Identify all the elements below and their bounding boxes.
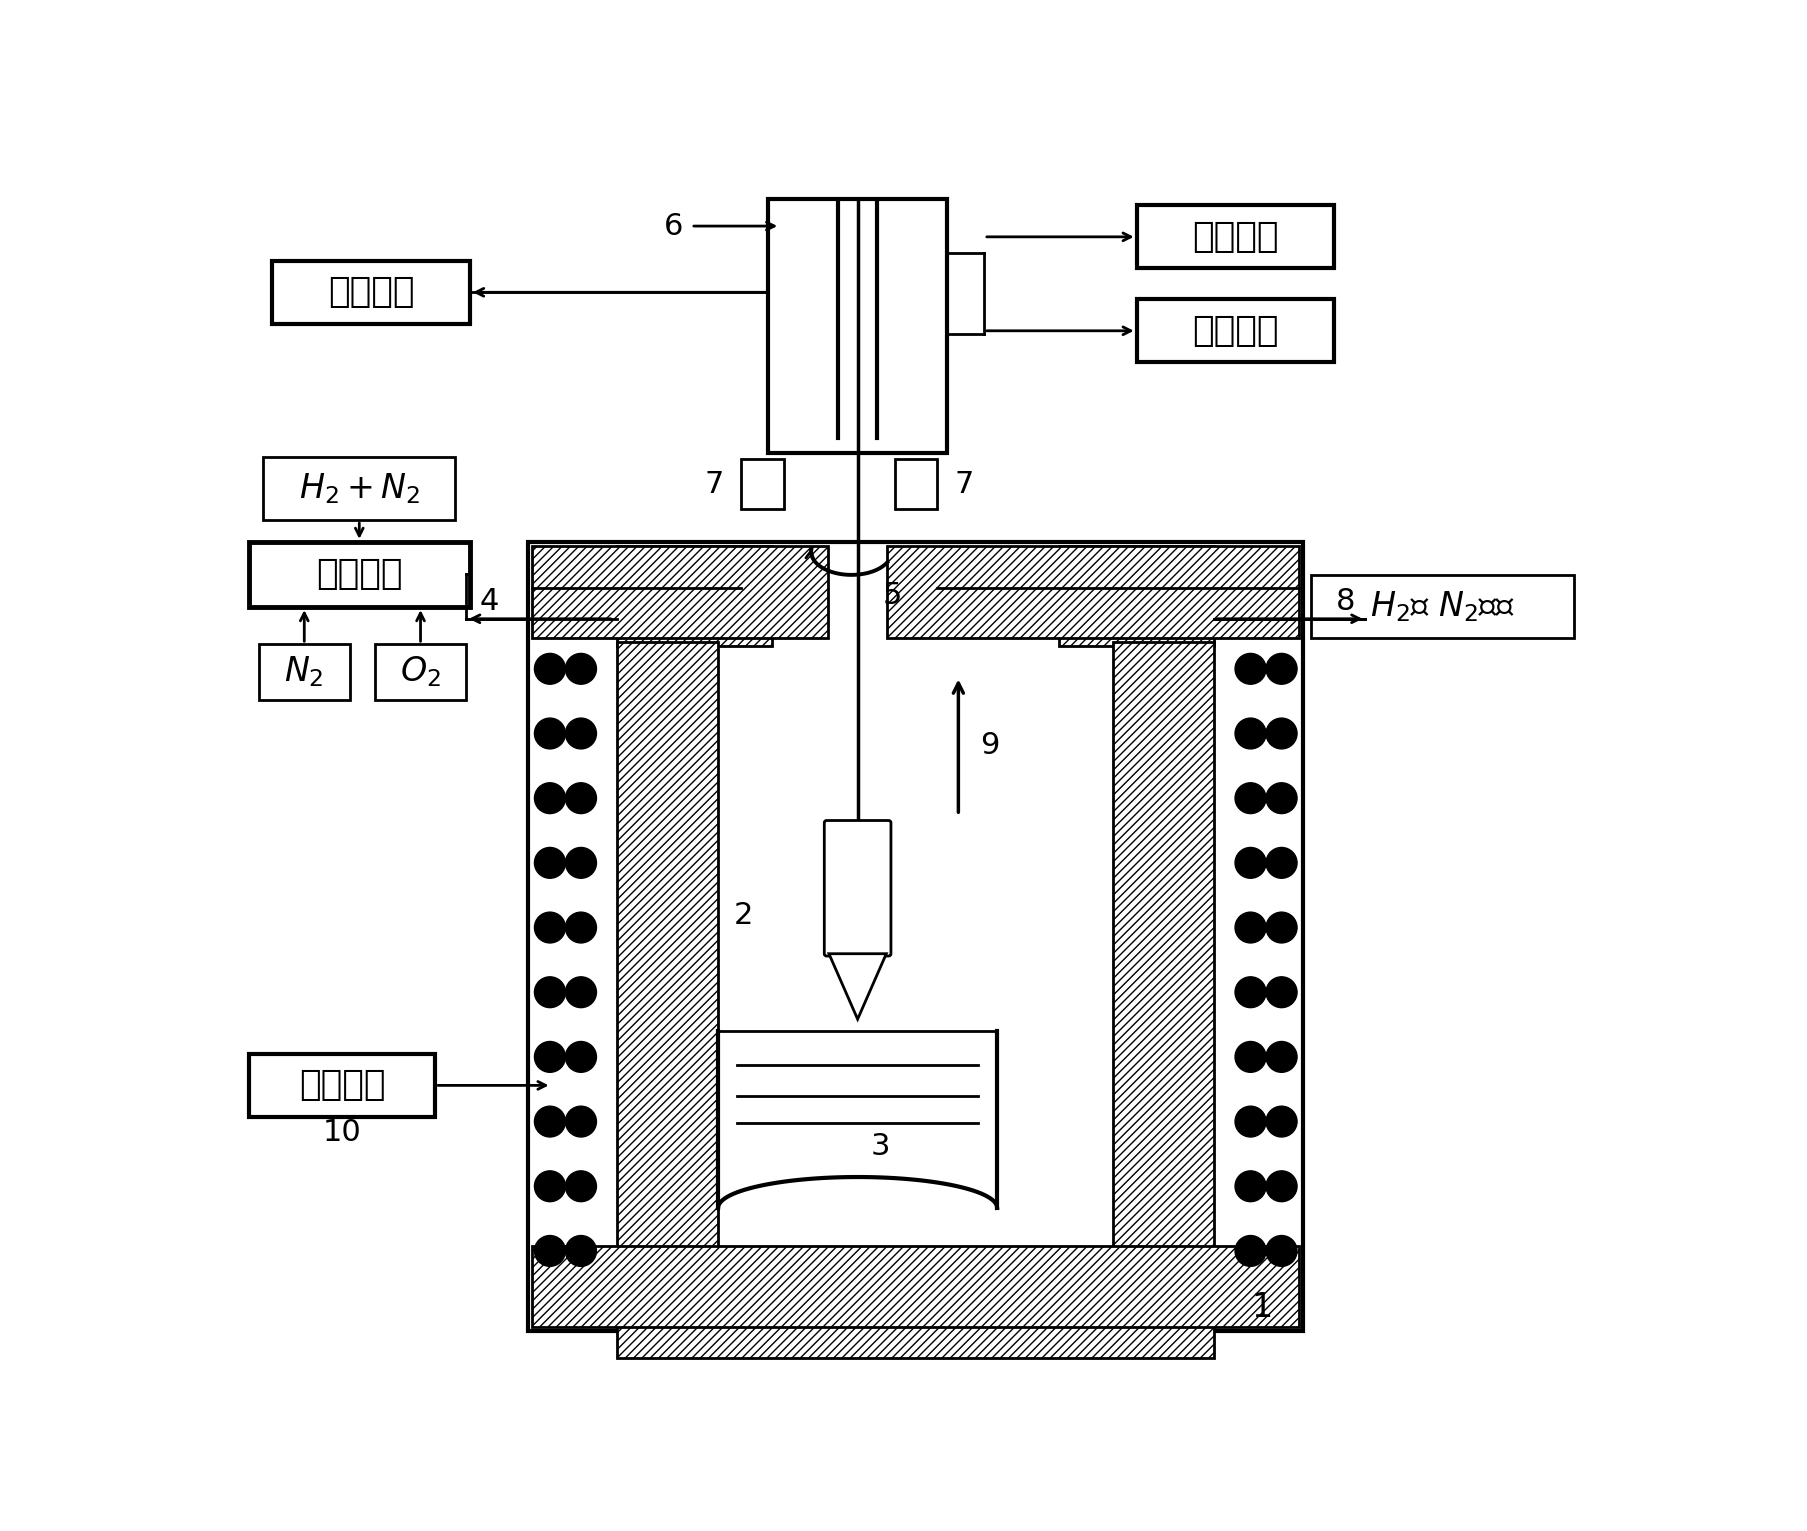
Text: $N_2$: $N_2$ [284, 655, 323, 689]
Circle shape [566, 654, 596, 684]
Bar [894, 459, 938, 510]
Bar [1113, 641, 1214, 1297]
Circle shape [566, 1041, 596, 1072]
Text: $H_2$和 $N_2$收集: $H_2$和 $N_2$收集 [1370, 589, 1514, 623]
Circle shape [535, 1236, 566, 1266]
Bar [1137, 299, 1334, 363]
Circle shape [535, 912, 566, 943]
Text: 5: 5 [882, 582, 902, 611]
Circle shape [1265, 1107, 1296, 1138]
Text: 拉速控制: 拉速控制 [1191, 220, 1278, 254]
Text: $O_2$: $O_2$ [399, 655, 441, 689]
FancyBboxPatch shape [824, 821, 891, 955]
Circle shape [1265, 654, 1296, 684]
Bar [273, 260, 470, 325]
Polygon shape [828, 954, 885, 1020]
Circle shape [1234, 912, 1265, 943]
Circle shape [535, 1171, 566, 1202]
Circle shape [1234, 654, 1265, 684]
Text: 3: 3 [871, 1131, 891, 1160]
Circle shape [535, 1107, 566, 1138]
Text: 9: 9 [979, 732, 999, 761]
Circle shape [1265, 1041, 1296, 1072]
Circle shape [1234, 1236, 1265, 1266]
Circle shape [535, 718, 566, 749]
Text: 4: 4 [479, 588, 499, 617]
Circle shape [1234, 1041, 1265, 1072]
Circle shape [566, 912, 596, 943]
Circle shape [1265, 718, 1296, 749]
Bar [264, 458, 455, 521]
Circle shape [566, 977, 596, 1007]
Text: 6: 6 [663, 211, 683, 240]
Text: 气体供应: 气体供应 [316, 557, 403, 591]
Circle shape [1234, 782, 1265, 813]
Bar [768, 199, 947, 453]
Text: 2: 2 [734, 900, 752, 929]
Text: 10: 10 [323, 1118, 361, 1147]
Bar [616, 545, 772, 646]
Circle shape [535, 1041, 566, 1072]
Text: 8: 8 [1335, 588, 1355, 617]
Circle shape [1234, 977, 1265, 1007]
Circle shape [566, 718, 596, 749]
Circle shape [566, 782, 596, 813]
Circle shape [566, 848, 596, 879]
Bar [528, 542, 1303, 1330]
Circle shape [535, 782, 566, 813]
Circle shape [535, 848, 566, 879]
Bar [258, 645, 351, 700]
Text: $H_2+N_2$: $H_2+N_2$ [298, 472, 419, 505]
Circle shape [1234, 1171, 1265, 1202]
Bar [1310, 574, 1574, 638]
Text: 1: 1 [1250, 1292, 1272, 1324]
Text: 线圈电源: 线圈电源 [298, 1069, 385, 1102]
Bar [249, 542, 470, 608]
Circle shape [535, 654, 566, 684]
Text: 旋转控制: 旋转控制 [1191, 314, 1278, 348]
Circle shape [1265, 1236, 1296, 1266]
Text: 7: 7 [954, 470, 974, 499]
Circle shape [1234, 848, 1265, 879]
Bar [887, 545, 1299, 638]
Circle shape [1265, 912, 1296, 943]
Bar [616, 1297, 1214, 1358]
Circle shape [566, 1171, 596, 1202]
Circle shape [1265, 1171, 1296, 1202]
Bar [374, 645, 466, 700]
Bar [741, 459, 784, 510]
Circle shape [1265, 977, 1296, 1007]
Bar [531, 545, 828, 638]
Circle shape [1234, 1107, 1265, 1138]
Bar [249, 1053, 435, 1118]
Bar [616, 641, 717, 1297]
Circle shape [1265, 848, 1296, 879]
Bar [1137, 205, 1334, 268]
Circle shape [1234, 718, 1265, 749]
Text: 7: 7 [705, 470, 725, 499]
Circle shape [535, 977, 566, 1007]
Bar [531, 1246, 1299, 1327]
Text: 重量控制: 重量控制 [327, 276, 414, 309]
Bar [1059, 545, 1214, 646]
Circle shape [566, 1107, 596, 1138]
Circle shape [566, 1236, 596, 1266]
Circle shape [1265, 782, 1296, 813]
